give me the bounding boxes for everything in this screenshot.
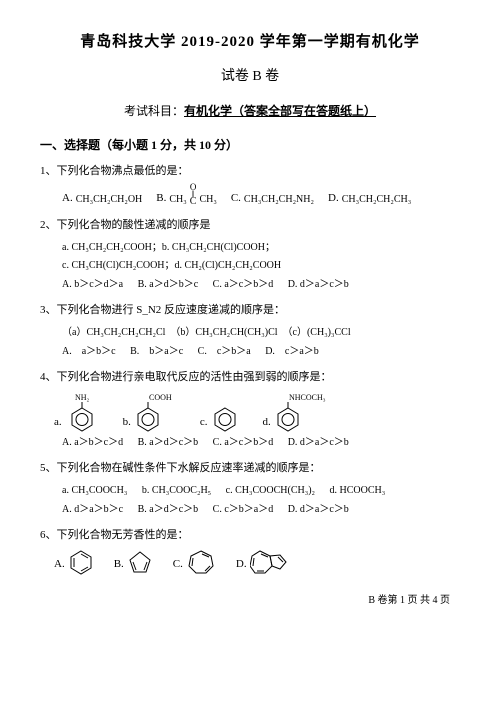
page-footer: B 卷第 1 页 共 4 页 [40, 593, 460, 609]
q2-opt-a: A. b＞c＞d＞a [62, 279, 123, 290]
q1-text: 1、下列化合物沸点最低的是： [40, 161, 460, 182]
q6-struct-a: A. [54, 549, 94, 575]
question-5: 5、下列化合物在碱性条件下水解反应速率递减的顺序是： a. CH₃COOCH₃ … [40, 458, 460, 519]
q3-opt-c: C. c＞b＞a [198, 346, 251, 357]
question-4: 4、下列化合物进行亲电取代反应的活性由强到弱的顺序是： a. NH₂ b. CO… [40, 367, 460, 452]
q1-opt-a: A.CH₃CH₂CH₂OH [62, 188, 142, 209]
benzene-nhcoch3-icon: NHCOCH₃ [274, 391, 330, 433]
q4-opt-d: D. d＞a＞c＞b [288, 437, 349, 448]
subject-prefix: 考试科目： [124, 104, 184, 118]
section-1-header: 一、选择题（每小题 1 分，共 10 分） [40, 136, 460, 155]
benzene-nh2-icon: NH₂ [65, 391, 99, 433]
subject-underline: 有机化学（答案全部写在答题纸上） [184, 104, 376, 118]
q5-opt-d: D. d＞a＞c＞b [288, 504, 349, 515]
q5-text: 5、下列化合物在碱性条件下水解反应速率递减的顺序是： [40, 458, 460, 479]
q2-opt-d: D. d＞a＞c＞b [288, 279, 349, 290]
q3-opt-d: D. c＞a＞b [265, 346, 319, 357]
q4-struct-b: b. COOH [123, 391, 176, 433]
question-1: 1、下列化合物沸点最低的是： A.CH₃CH₂CH₂OH B. CH₃O‖CCH… [40, 161, 460, 209]
q4-struct-d: d. NHCOCH₃ [263, 391, 330, 433]
q2-text: 2、下列化合物的酸性递减的顺序是 [40, 215, 460, 236]
q4-answers: A. a＞b＞c＞d B. a＞d＞c＞b C. a＞c＞b＞d D. d＞a＞… [40, 433, 460, 452]
cyclopentadiene-icon [127, 549, 153, 575]
q3-text: 3、下列化合物进行 S_N2 反应速度递减的顺序是： [40, 300, 460, 321]
q6-text: 6、下列化合物无芳香性的是： [40, 525, 460, 546]
q3-opt-a: A. a＞b＞c [62, 346, 116, 357]
q1-opt-c: C.CH₃CH₂CH₂NH₂ [231, 188, 314, 209]
benzene-ring-icon [68, 549, 94, 575]
svg-text:COOH: COOH [149, 393, 172, 402]
q3-sub: （a）CH₃CH₂CH₂CH₂Cl （b）CH₃CH₂CH(CH₃)Cl （c）… [40, 324, 460, 342]
q2-sub-a: a. CH₃CH₂CH₂COOH；b. CH₃CH₂CH(Cl)COOH； [40, 239, 460, 257]
q4-opt-a: A. a＞b＞c＞d [62, 437, 123, 448]
benzene-cooh-icon: COOH [134, 391, 176, 433]
q3-answers: A. a＞b＞c B. b＞a＞c C. c＞b＞a D. c＞a＞b [40, 342, 460, 361]
cycloheptatriene-icon [186, 549, 216, 575]
question-3: 3、下列化合物进行 S_N2 反应速度递减的顺序是： （a）CH₃CH₂CH₂C… [40, 300, 460, 361]
q1-opt-d: D.CH₃CH₂CH₂CH₃ [328, 188, 411, 209]
q4-structures: a. NH₂ b. COOH c. d. [40, 391, 460, 433]
page-subtitle: 试卷 B 卷 [40, 66, 460, 88]
subject-line: 考试科目：有机化学（答案全部写在答题纸上） [40, 102, 460, 121]
q2-answers: A. b＞c＞d＞a B. a＞d＞b＞c C. a＞c＞b＞d D. d＞a＞… [40, 275, 460, 294]
q5-answers: A. d＞a＞b＞c B. a＞d＞c＞b C. c＞b＞a＞d D. d＞a＞… [40, 500, 460, 519]
benzene-icon [211, 391, 239, 433]
q2-opt-c: C. a＞c＞b＞d [213, 279, 274, 290]
page-title: 青岛科技大学 2019-2020 学年第一学期有机化学 [40, 30, 460, 54]
svg-text:NH₂: NH₂ [75, 393, 90, 402]
question-6: 6、下列化合物无芳香性的是： A. B. C. [40, 525, 460, 575]
q6-structures: A. B. C. D. [40, 549, 460, 575]
q4-text: 4、下列化合物进行亲电取代反应的活性由强到弱的顺序是： [40, 367, 460, 388]
q2-opt-b: B. a＞d＞b＞c [138, 279, 199, 290]
q4-opt-b: B. a＞d＞c＞b [138, 437, 199, 448]
q2-sub-b: c. CH₃CH(Cl)CH₂COOH；d. CH₂(Cl)CH₂CH₂COOH [40, 257, 460, 275]
svg-text:NHCOCH₃: NHCOCH₃ [289, 393, 326, 402]
q5-opt-b: B. a＞d＞c＞b [138, 504, 199, 515]
q4-struct-a: a. NH₂ [54, 391, 99, 433]
question-2: 2、下列化合物的酸性递减的顺序是 a. CH₃CH₂CH₂COOH；b. CH₃… [40, 215, 460, 294]
q4-struct-c: c. [200, 391, 239, 433]
q5-sub: a. CH₃COOCH₃ b. CH₃COOC₂H₅ c. CH₃COOCH(C… [40, 482, 460, 500]
azulene-icon [250, 549, 290, 575]
q6-struct-d: D. [236, 549, 290, 575]
q6-struct-b: B. [114, 549, 153, 575]
q3-opt-b: B. b＞a＞c [130, 346, 183, 357]
q5-opt-c: C. c＞b＞a＞d [213, 504, 274, 515]
q4-opt-c: C. a＞c＞b＞d [213, 437, 274, 448]
q5-opt-a: A. d＞a＞b＞c [62, 504, 123, 515]
q6-struct-c: C. [173, 549, 216, 575]
q1-opt-b: B. CH₃O‖CCH₃ [156, 185, 217, 209]
q1-options: A.CH₃CH₂CH₂OH B. CH₃O‖CCH₃ C.CH₃CH₂CH₂NH… [40, 185, 460, 209]
